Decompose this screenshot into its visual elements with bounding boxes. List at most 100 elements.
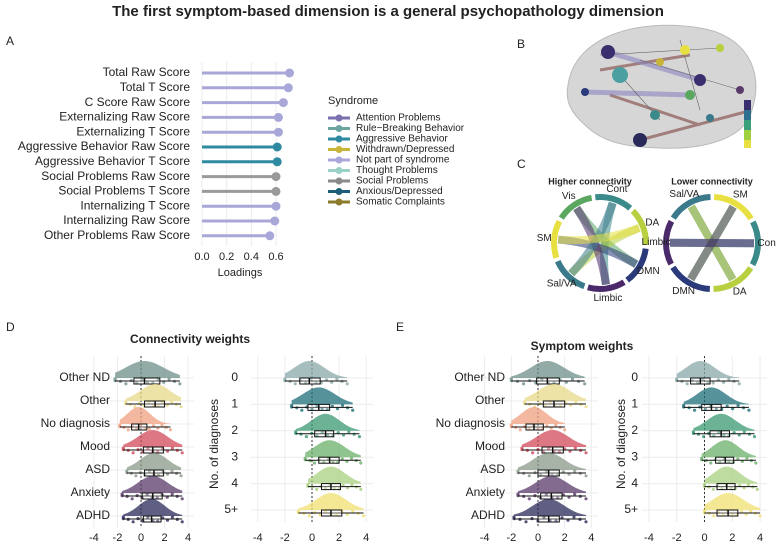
- jitter-point: [340, 403, 345, 407]
- density: [119, 407, 171, 424]
- jitter-point: [131, 520, 135, 524]
- jitter-point: [745, 456, 749, 460]
- network-label: DMN: [672, 286, 695, 297]
- jitter-point: [573, 469, 577, 473]
- y-tick-label: Total Raw Score: [103, 65, 191, 79]
- jitter-point: [170, 400, 174, 404]
- density: [291, 387, 353, 405]
- jitter-point: [170, 446, 175, 450]
- network-label: Cont: [757, 238, 776, 249]
- density: [693, 413, 755, 431]
- density: [123, 499, 183, 516]
- x-tick-label: -2: [113, 532, 123, 544]
- x-axis-label: Loadings: [218, 267, 263, 279]
- lollipop-dot: [285, 68, 295, 78]
- density: [115, 361, 180, 378]
- jitter-point: [531, 451, 535, 455]
- density: [518, 476, 586, 493]
- jitter-point: [357, 435, 362, 439]
- x-tick-label: 0.2: [219, 251, 234, 263]
- chord-arc: [558, 194, 593, 220]
- jitter-point: [160, 423, 164, 427]
- jitter-point: [170, 515, 175, 519]
- jitter-point: [130, 497, 134, 501]
- lollipop-dot: [278, 98, 288, 108]
- chord-arc: [587, 279, 626, 292]
- legend-swatch: [335, 125, 343, 132]
- chord-arc: [625, 248, 649, 283]
- x-tick-label: -4: [89, 532, 99, 544]
- network-label: Cont: [606, 184, 627, 195]
- density: [524, 384, 586, 401]
- density: [683, 387, 749, 405]
- density: [511, 361, 585, 378]
- x-tick-label: 4: [757, 532, 763, 544]
- lollipop-dot: [271, 201, 281, 211]
- y-tick-label: Other ND: [454, 370, 505, 384]
- jitter-point: [307, 514, 311, 518]
- jitter-point: [168, 428, 173, 432]
- y-tick-label: Total T Score: [120, 80, 191, 94]
- y-axis-label: No. of diagnoses: [207, 399, 221, 489]
- y-tick-label: No diagnosis: [436, 416, 505, 430]
- y-tick-label: Externalizing T Score: [76, 124, 190, 138]
- panel-label: A: [6, 34, 14, 48]
- x-tick-label: -4: [480, 532, 490, 544]
- box: [133, 377, 161, 385]
- legend-swatch: [335, 177, 343, 185]
- brain-render: [566, 24, 757, 149]
- jitter-point: [752, 435, 757, 439]
- density: [704, 493, 761, 510]
- chord-arc: [554, 259, 586, 290]
- jitter-point: [524, 520, 528, 524]
- legend-label: Rule−Breaking Behavior: [356, 123, 465, 134]
- y-tick-label: 5+: [224, 502, 238, 516]
- density: [518, 453, 586, 470]
- jitter-point: [518, 428, 522, 432]
- jitter-point: [315, 487, 319, 491]
- jitter-point: [563, 428, 567, 432]
- jitter-point: [755, 487, 759, 491]
- x-tick-label: 0.4: [244, 251, 259, 263]
- chord-arc: [670, 194, 711, 220]
- jitter-point: [570, 377, 575, 381]
- y-tick-label: Other: [475, 393, 505, 407]
- jitter-point: [712, 514, 716, 518]
- y-tick-label: 0: [631, 370, 638, 384]
- panel-label: C: [517, 157, 526, 171]
- density: [307, 466, 361, 484]
- jitter-point: [347, 430, 351, 434]
- y-axis-label: No. of diagnoses: [614, 399, 628, 489]
- jitter-point: [350, 483, 354, 487]
- jitter-point: [554, 423, 558, 427]
- jitter-point: [727, 377, 731, 381]
- legend-swatch: [335, 135, 343, 143]
- chord-arc: [551, 219, 563, 259]
- jitter-point: [170, 492, 174, 496]
- x-tick-label: 2: [336, 532, 342, 544]
- y-tick-label: ADHD: [76, 508, 110, 522]
- jitter-point: [583, 382, 587, 386]
- jitter-point: [584, 451, 588, 455]
- y-tick-label: ASD: [85, 462, 110, 476]
- jitter-point: [584, 520, 588, 524]
- jitter-point: [131, 451, 135, 455]
- jitter-point: [180, 520, 184, 524]
- jitter-point: [134, 474, 138, 478]
- legend-label: Social Problems: [356, 176, 428, 187]
- network-label: SM: [537, 233, 552, 244]
- density: [511, 407, 565, 424]
- y-tick-label: Anxiety: [71, 485, 110, 499]
- legend-label: Thought Problems: [356, 165, 438, 176]
- x-tick-label: 0: [535, 532, 541, 544]
- jitter-point: [124, 382, 128, 386]
- jitter-point: [359, 487, 363, 491]
- legend-label: Withdrawn/Depressed: [356, 144, 454, 155]
- jitter-point: [351, 408, 355, 412]
- jitter-point: [701, 435, 706, 439]
- jitter-point: [572, 515, 576, 519]
- jitter-point: [584, 497, 588, 501]
- lollipop-dot: [272, 142, 282, 152]
- density: [122, 476, 183, 493]
- lollipop-dot: [283, 83, 293, 93]
